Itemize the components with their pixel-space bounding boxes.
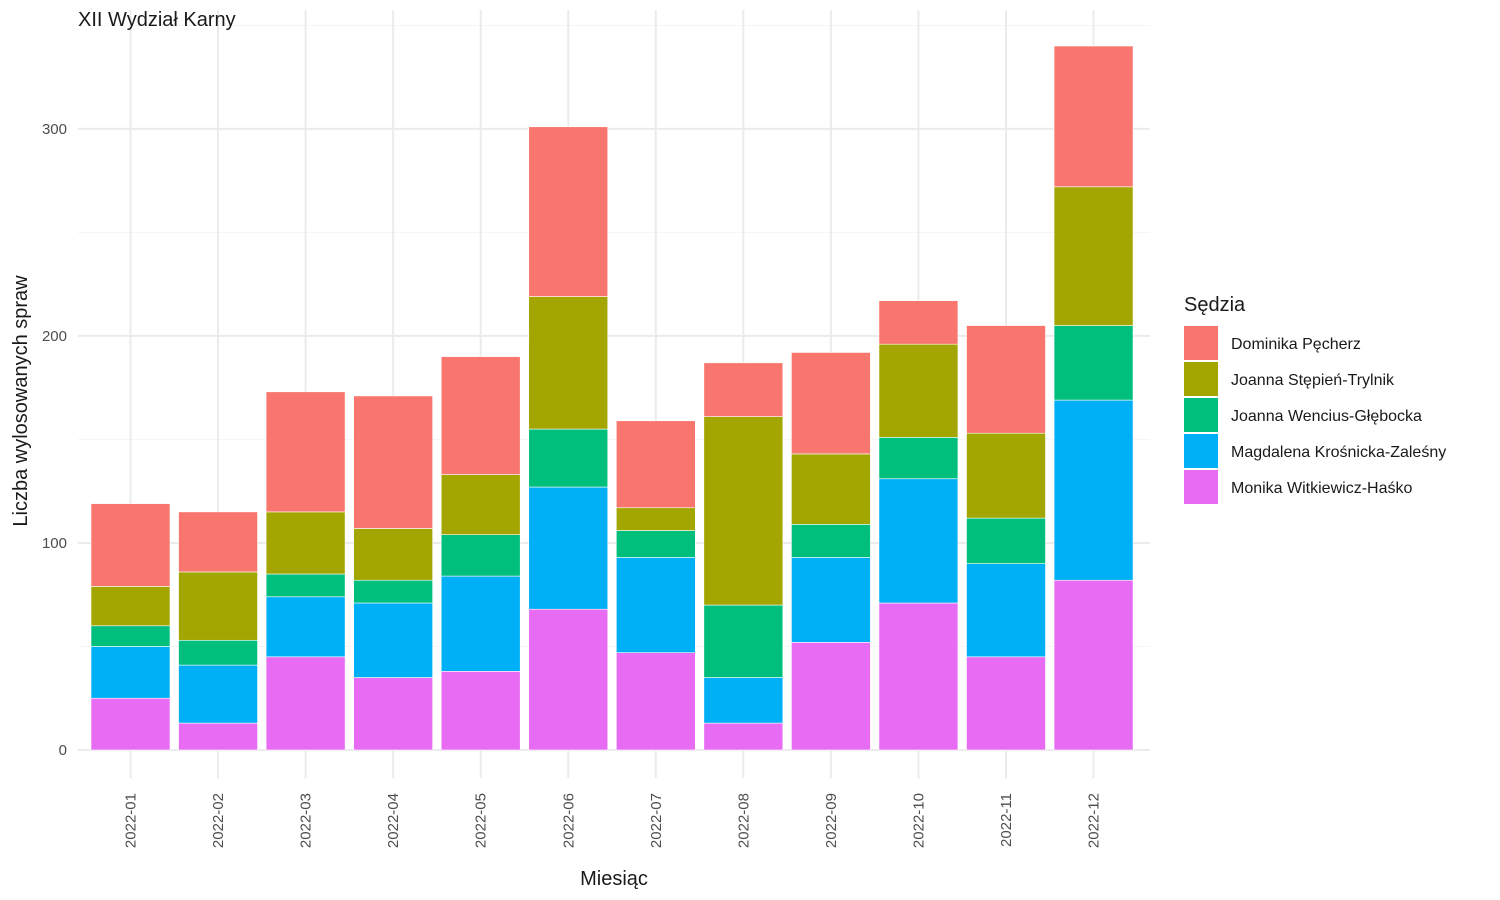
bar-segment: [1053, 45, 1134, 188]
bar-segment: [528, 126, 609, 297]
bar-segment: [90, 625, 171, 647]
bar-segment: [966, 517, 1046, 564]
bar-segment: [1053, 186, 1134, 326]
x-tick-label: 2022-04: [385, 793, 402, 848]
legend-label: Monika Witkiewicz-Haśko: [1231, 480, 1412, 497]
x-tick-label: 2022-11: [998, 793, 1015, 847]
bar-segment: [178, 571, 258, 641]
bar-segment: [178, 639, 258, 666]
legend-key: [1184, 398, 1218, 432]
legend-key: [1184, 470, 1218, 504]
y-tick-label: 200: [42, 328, 67, 345]
x-tick-label: 2022-08: [735, 793, 752, 848]
x-tick-label: 2022-07: [648, 793, 665, 848]
bar-segment: [528, 296, 609, 430]
bar-segment: [528, 608, 609, 751]
bar-segment: [615, 420, 696, 509]
bar-segment: [178, 511, 258, 573]
bar-segment: [178, 722, 258, 751]
bar-segment: [265, 656, 346, 751]
x-tick-label: 2022-02: [210, 793, 227, 848]
bar-segment: [966, 432, 1046, 519]
bar-segment: [703, 604, 784, 678]
bar-segment: [791, 557, 871, 643]
bar-segment: [353, 395, 433, 529]
bar-segment: [440, 575, 521, 672]
bar-segment: [1053, 325, 1134, 401]
legend-label: Joanna Stępień-Trylnik: [1231, 372, 1395, 389]
bar-segment: [791, 524, 871, 558]
bar-segment: [703, 722, 784, 751]
bar-segment: [791, 642, 871, 751]
chart-title: XII Wydział Karny: [78, 9, 236, 31]
y-tick-label: 0: [59, 742, 67, 759]
bar-segment: [440, 474, 521, 535]
bar-segment: [353, 602, 433, 678]
bar-segment: [878, 437, 959, 480]
legend-label: Dominika Pęcherz: [1231, 336, 1361, 353]
bar-segment: [878, 300, 959, 345]
legend-label: Magdalena Krośnicka-Zaleśny: [1231, 444, 1446, 461]
bar-segment: [353, 677, 433, 751]
bar-segment: [966, 563, 1046, 658]
x-tick-label: 2022-09: [823, 793, 840, 848]
bar-segment: [703, 416, 784, 606]
bar-segment: [703, 362, 784, 417]
x-tick-label: 2022-05: [473, 793, 490, 848]
bar-segment: [966, 325, 1046, 434]
bar-segment: [265, 596, 346, 658]
x-tick-label: 2022-01: [123, 793, 140, 848]
bar-segment: [615, 557, 696, 653]
bar-segment: [878, 343, 959, 438]
x-tick-label: 2022-06: [560, 793, 577, 848]
bar-segment: [90, 646, 171, 699]
bar-segment: [265, 511, 346, 575]
bars: [90, 45, 1134, 751]
legend-title: Sędzia: [1184, 294, 1246, 316]
bar-segment: [528, 428, 609, 488]
bar-segment: [615, 507, 696, 531]
legend-label: Joanna Wencius-Głębocka: [1231, 408, 1422, 425]
bar-segment: [878, 602, 959, 751]
legend: Sędzia Dominika Pęcherz Joanna Stępień-Tr…: [1184, 294, 1446, 504]
y-tick-label: 300: [42, 121, 67, 138]
bar-segment: [265, 573, 346, 598]
bar-segment: [90, 503, 171, 587]
bar-segment: [615, 652, 696, 751]
bar-segment: [353, 528, 433, 581]
y-axis-title: Liczba wylosowanych spraw: [10, 275, 32, 527]
bar-segment: [1053, 579, 1134, 751]
legend-key: [1184, 326, 1218, 360]
y-tick-label: 100: [42, 535, 67, 552]
x-tick-label: 2022-12: [1086, 793, 1103, 848]
x-tick-label: 2022-10: [910, 793, 927, 848]
bar-segment: [791, 453, 871, 525]
bar-segment: [703, 677, 784, 724]
bar-segment: [265, 391, 346, 513]
bar-segment: [528, 486, 609, 610]
y-axis-ticks: 0 100 200 300: [42, 121, 67, 759]
bar-segment: [440, 356, 521, 475]
x-axis-title: Miesiąc: [580, 868, 648, 890]
bar-segment: [615, 530, 696, 558]
bar-segment: [878, 478, 959, 604]
bar-segment: [791, 352, 871, 455]
bar-segment: [353, 579, 433, 604]
bar-segment: [440, 671, 521, 751]
x-tick-label: 2022-03: [298, 793, 315, 848]
legend-key: [1184, 362, 1218, 396]
bar-segment: [440, 534, 521, 577]
bar-segment: [1053, 399, 1134, 581]
bar-segment: [178, 664, 258, 724]
bar-segment: [90, 697, 171, 751]
legend-key: [1184, 434, 1218, 468]
x-axis-ticks: 2022-01 2022-02 2022-03 2022-04 2022-05 2022-…: [123, 793, 1103, 848]
bar-segment: [966, 656, 1046, 751]
bar-segment: [90, 586, 171, 627]
